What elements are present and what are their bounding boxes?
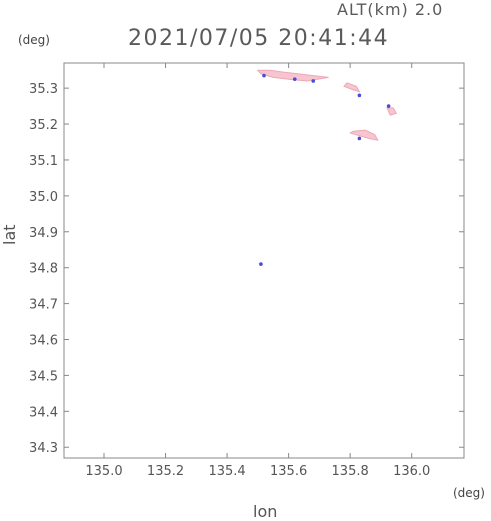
y-tick-label: 34.7 — [29, 298, 58, 313]
y-axis-unit: (deg) — [18, 33, 50, 47]
chart-title: 2021/07/05 20:41:44 — [128, 26, 390, 51]
y-tick-label: 35.0 — [29, 190, 58, 205]
y-tick-label: 34.6 — [29, 334, 58, 349]
x-tick-label: 135.6 — [270, 464, 307, 479]
y-tick-label: 35.2 — [29, 118, 58, 133]
y-tick-label: 34.9 — [29, 226, 58, 241]
y-tick-label: 34.5 — [29, 369, 58, 384]
echo-point-strong — [386, 104, 391, 108]
echo-point-strong — [259, 262, 263, 266]
x-axis-unit: (deg) — [453, 486, 485, 500]
echo-region-weak — [343, 82, 361, 93]
echo-region-weak — [256, 69, 329, 82]
echo-point-strong — [262, 73, 266, 78]
echo-region-weak — [348, 129, 379, 141]
plot-frame — [63, 62, 465, 459]
echo-point-strong — [292, 77, 297, 81]
tick-layer: 135.0 135.2 135.4 135.6 135.8 136.0 34.3 34.4 34… — [29, 63, 464, 479]
echo-point-strong — [311, 79, 316, 83]
y-tick-label: 34.4 — [29, 405, 58, 420]
echo-layer — [256, 69, 398, 266]
x-tick-label: 135.0 — [85, 464, 122, 479]
echo-region-weak — [386, 107, 398, 116]
x-axis-label: lon — [253, 502, 278, 521]
y-tick-label: 35.1 — [29, 154, 58, 169]
x-tick-label: 136.0 — [393, 464, 430, 479]
y-tick-label: 34.3 — [29, 441, 58, 456]
x-tick-label: 135.8 — [332, 464, 369, 479]
x-tick-label: 135.2 — [147, 464, 184, 479]
echo-point-strong — [357, 136, 362, 141]
y-tick-label: 34.8 — [29, 262, 58, 277]
x-tick-label: 135.4 — [208, 464, 245, 479]
altitude-label: ALT(km) 2.0 — [337, 0, 444, 19]
y-tick-label: 35.3 — [29, 82, 58, 97]
echo-point-strong — [357, 93, 362, 98]
